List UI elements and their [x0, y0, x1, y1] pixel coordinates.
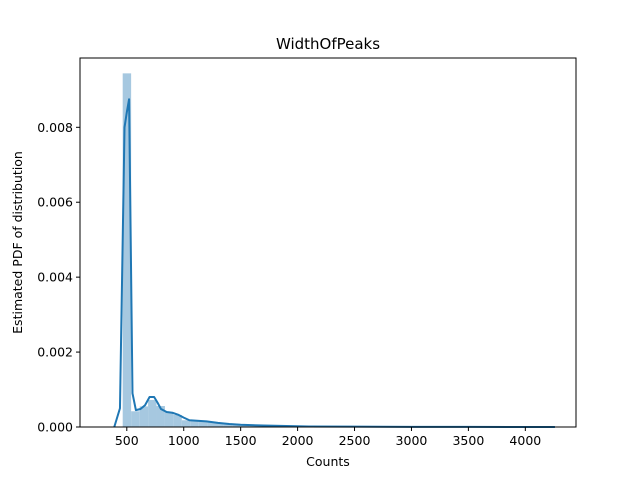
x-tick-label: 3500: [452, 433, 484, 448]
histogram-bar: [156, 406, 165, 427]
x-tick-label: 500: [115, 433, 139, 448]
plot-frame: [79, 57, 577, 428]
chart-title: WidthOfPeaks: [276, 35, 380, 53]
histogram-bar: [148, 400, 157, 427]
histogram-bar: [173, 415, 182, 427]
histogram-bar: [122, 73, 132, 428]
x-tick-label: 1500: [225, 433, 257, 448]
histogram-bar: [249, 425, 258, 427]
y-tick-label: 0.000: [37, 420, 73, 435]
x-tick-label: 2500: [339, 433, 371, 448]
histogram-bar: [190, 421, 199, 427]
histogram-bar: [131, 411, 140, 427]
histogram-bar: [164, 412, 174, 427]
histogram-bar: [215, 423, 224, 427]
histogram-bar: [232, 424, 241, 427]
histogram-bar: [223, 424, 233, 427]
kde-line: [113, 98, 555, 428]
histogram-bar: [139, 406, 149, 427]
x-tick-label: 4000: [509, 433, 541, 448]
x-tick-label: 2000: [282, 433, 314, 448]
y-tick-label: 0.008: [37, 120, 73, 135]
histogram-bar: [207, 422, 216, 427]
y-axis-label: Estimated PDF of distribution: [10, 151, 25, 334]
y-tick-label: 0.006: [37, 195, 73, 210]
y-axis-ticks: 0.000 0.002 0.004 0.006 0.008: [37, 120, 80, 435]
y-tick-label: 0.002: [37, 345, 73, 360]
x-axis-label: Counts: [306, 454, 350, 469]
histogram-bar: [181, 420, 191, 427]
histogram-bars: [122, 73, 553, 428]
histogram-bar: [240, 425, 250, 427]
x-axis-ticks: 500 1000 1500 2000 2500 3000 3500 4000: [115, 427, 541, 448]
y-tick-label: 0.004: [37, 270, 73, 285]
histogram-bar: [198, 421, 208, 427]
x-tick-label: 1000: [168, 433, 200, 448]
x-tick-label: 3000: [396, 433, 428, 448]
